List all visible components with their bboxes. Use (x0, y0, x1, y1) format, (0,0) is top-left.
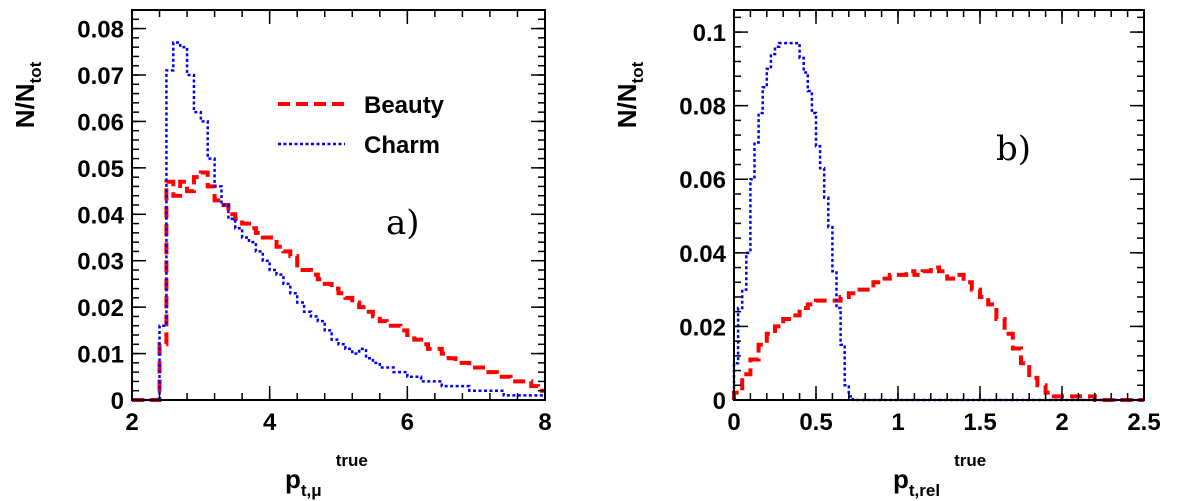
panel-b: 0 0.5 1 1.5 2 2.5 0 0.02 0.04 0.06 0.08 0.1 pt,reltr… (612, 9, 1161, 500)
series-beauty-line (732, 265, 1144, 402)
x-tick-label: 8 (538, 409, 551, 436)
series-beauty-line (132, 170, 545, 402)
y-tick-label: 0.03 (77, 249, 124, 276)
x-tick-label: 2 (1055, 409, 1068, 436)
x-tick-label: 0.5 (799, 409, 832, 436)
y-tick-label: 0.02 (77, 295, 124, 322)
x-tick-label: 1.5 (963, 409, 996, 436)
series-charm-line (132, 41, 545, 402)
y-tick-label: 0.08 (77, 17, 124, 44)
plot-frame (131, 9, 546, 401)
y-tick-label: 0.06 (679, 167, 726, 194)
plot-frame (733, 9, 1145, 401)
y-tick-label: 0.01 (77, 342, 124, 369)
x-tick-label: 2 (125, 409, 138, 436)
panel-tag: a) (386, 203, 420, 243)
y-tick-label: 0.02 (679, 314, 726, 341)
x-tick-label: 2.5 (1127, 409, 1160, 436)
y-axis-title: N/Ntot (10, 61, 45, 128)
y-axis-title: N/Ntot (612, 61, 647, 128)
y-tick-label: 0.04 (77, 202, 124, 229)
y-tick-label: 0.07 (77, 63, 124, 90)
y-tick-label: 0 (111, 388, 124, 415)
x-tick-label: 6 (401, 409, 414, 436)
legend: Beauty Charm (278, 92, 445, 159)
x-axis-title: pt,μtrue (285, 451, 368, 500)
y-tick-label: 0.06 (77, 109, 124, 136)
x-tick-label: 0 (727, 409, 740, 436)
panel-tag: b) (996, 129, 1031, 169)
x-tick-label: 1 (891, 409, 904, 436)
y-tick-label: 0.1 (693, 20, 726, 47)
panel-a: 2 4 6 8 0 0.01 0.02 0.03 0.04 0.05 0.06 0.07 0.08 pt,… (10, 9, 552, 500)
y-tick-label: 0.08 (679, 94, 726, 121)
x-axis-title: pt,reltrue (893, 451, 986, 500)
series-charm-line (732, 41, 1144, 402)
y-tick-label: 0 (713, 388, 726, 415)
y-tick-label: 0.04 (679, 241, 726, 268)
x-tick-label: 4 (263, 409, 277, 436)
legend-label-beauty: Beauty (364, 92, 445, 119)
legend-label-charm: Charm (364, 132, 440, 159)
y-tick-label: 0.05 (77, 156, 124, 183)
